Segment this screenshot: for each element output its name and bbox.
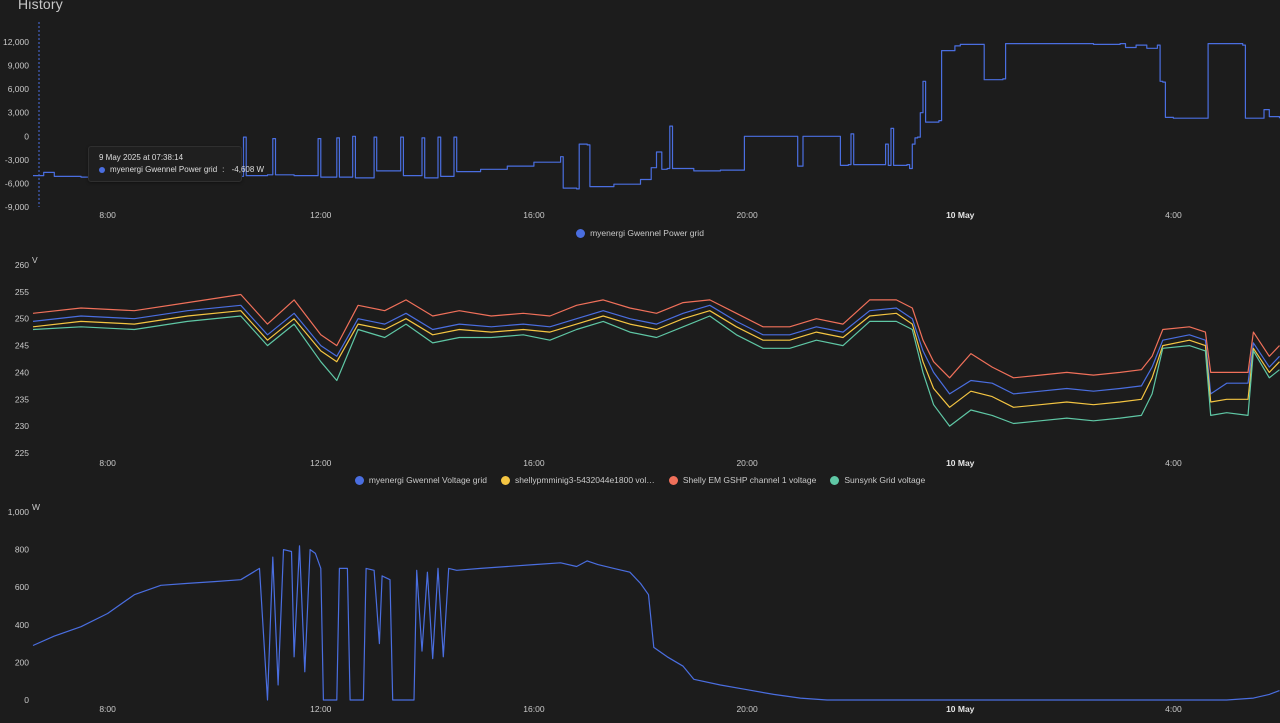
legend-label: myenergi Gwennel Voltage grid [368,475,487,485]
legend-dot-icon [354,475,364,485]
series-line-1-2[interactable] [32,293,1280,379]
legend-item-shelly-em-voltage[interactable]: Shelly EM GSHP channel 1 voltage [668,475,817,485]
power-grid-legend: myenergi Gwennel Power grid [0,228,1280,238]
y-tick-label: 6,000 [8,84,30,94]
power-grid-chart[interactable]: 12,000 9,000 6,000 3,000 0 -3,000 -6,000 -9,000… [0,0,1280,248]
series-line-1-1[interactable] [32,310,1280,408]
tooltip-series: myenergi Gwennel Power grid [110,165,218,174]
series-line-0-0[interactable] [33,43,1280,190]
legend-dot-icon [576,228,586,238]
x-tick-label: 20:00 [736,458,758,468]
y-tick-label: -6,000 [5,178,29,188]
legend-label: Shelly EM GSHP channel 1 voltage [682,475,817,485]
tooltip-time: 9 May 2025 at 07:38:14 [99,153,184,162]
y-tick-label: 200 [15,657,29,667]
y-tick-label: 255 [15,287,29,297]
x-tick-label: 12:00 [310,210,332,220]
legend-dot-icon [668,475,678,485]
y-tick-label: 230 [15,421,29,431]
y-tick-label: 1,000 [8,507,30,517]
y-tick-label: 600 [15,582,29,592]
x-tick-label: 16:00 [523,704,545,714]
y-tick-label: 12,000 [3,37,29,47]
chart-tooltip: 9 May 2025 at 07:38:14 myenergi Gwennel … [88,146,264,182]
voltage-legend: myenergi Gwennel Voltage grid shellypmmi… [0,475,1280,485]
y-tick-label: 225 [15,448,29,458]
page-title: History [18,0,63,12]
x-tick-label: 4:00 [1165,704,1182,714]
solar-power-chart[interactable]: 1,000 800 600 400 200 0 W 8:00 12:00 16:00 20:00 10… [0,496,1280,723]
series-line-1-0[interactable] [32,304,1280,395]
y-unit-label: W [32,502,40,512]
x-tick-label: 10 May [946,704,975,714]
y-tick-label: 235 [15,394,29,404]
tooltip-row: myenergi Gwennel Power grid: -4,608 W [99,165,264,174]
legend-item-shelly-pm-voltage[interactable]: shellypmminig3-5432044e1800 vol… [500,475,655,485]
y-tick-label: -3,000 [5,155,29,165]
x-tick-label: 4:00 [1165,210,1182,220]
y-tick-label: 245 [15,341,29,351]
y-tick-label: 800 [15,545,29,555]
x-tick-label: 4:00 [1165,458,1182,468]
x-tick-label: 20:00 [736,210,758,220]
series-line-2-0[interactable] [32,545,1280,701]
legend-item-myenergi-voltage[interactable]: myenergi Gwennel Voltage grid [354,475,487,485]
tooltip-dot-icon [99,166,105,173]
x-tick-label: 12:00 [310,704,332,714]
y-tick-label: 0 [24,695,29,705]
tooltip-value: -4,608 W [231,165,265,174]
x-tick-label: 10 May [946,458,975,468]
y-tick-label: 9,000 [8,61,30,71]
y-tick-label: 0 [24,131,29,141]
x-tick-label: 16:00 [523,458,545,468]
series-line-1-3[interactable] [32,315,1280,427]
x-tick-label: 8:00 [99,704,116,714]
legend-label: myenergi Gwennel Power grid [590,228,704,238]
legend-label: Sunsynk Grid voltage [844,475,926,485]
legend-dot-icon [500,475,510,485]
x-tick-label: 8:00 [99,210,116,220]
x-tick-label: 16:00 [523,210,545,220]
legend-dot-icon [830,475,840,485]
y-unit-label: V [32,255,38,265]
x-tick-label: 20:00 [736,704,758,714]
x-tick-label: 8:00 [99,458,116,468]
y-tick-label: 250 [15,314,29,324]
y-tick-label: -9,000 [5,202,29,212]
voltage-chart[interactable]: 260 255 250 245 240 235 230 225 V 8:00 12:00 16:00 2… [0,248,1280,496]
y-tick-label: 3,000 [8,108,30,118]
y-tick-label: 260 [15,260,29,270]
legend-item-power-grid[interactable]: myenergi Gwennel Power grid [576,228,704,238]
legend-label: shellypmminig3-5432044e1800 vol… [514,475,655,485]
y-tick-label: 240 [15,367,29,377]
legend-item-sunsynk-voltage[interactable]: Sunsynk Grid voltage [830,475,925,485]
x-tick-label: 12:00 [310,458,332,468]
x-tick-label: 10 May [946,210,975,220]
y-tick-label: 400 [15,620,29,630]
